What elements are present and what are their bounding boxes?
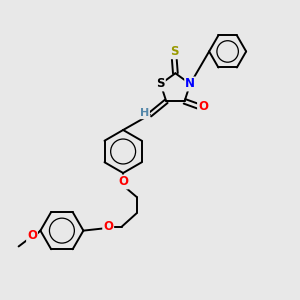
Text: S: S — [156, 77, 165, 91]
Text: O: O — [118, 176, 128, 188]
Text: O: O — [103, 220, 113, 233]
Text: H: H — [140, 108, 149, 118]
Text: O: O — [198, 100, 208, 113]
Text: O: O — [27, 229, 37, 242]
Text: N: N — [185, 77, 195, 91]
Text: S: S — [169, 45, 178, 58]
